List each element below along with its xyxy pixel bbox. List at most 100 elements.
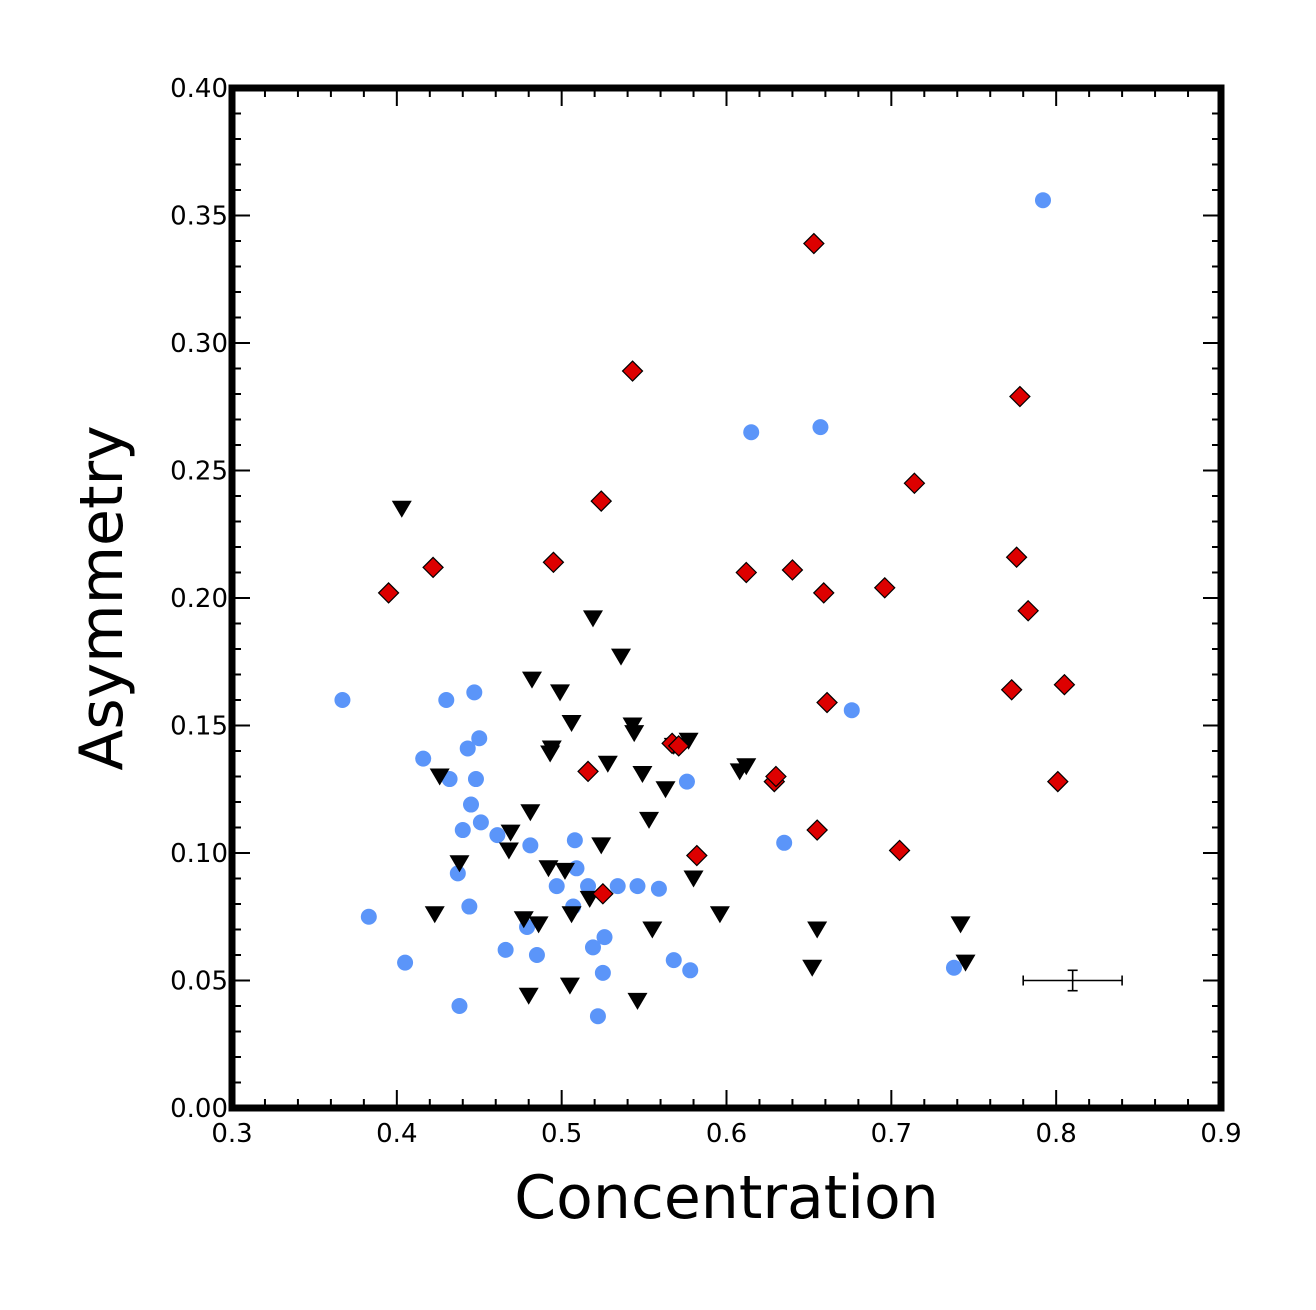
data-point-circle — [451, 998, 468, 1014]
data-point-diamond — [621, 360, 644, 382]
data-point-triangle — [521, 671, 542, 689]
y-tick-label: 0.10 — [170, 839, 228, 869]
data-point-circle — [528, 947, 545, 963]
data-point-triangle — [639, 811, 660, 829]
data-point-circle — [489, 827, 506, 844]
data-point-diamond — [1017, 599, 1039, 622]
data-point-triangle — [528, 916, 549, 934]
x-tick-label: 0.9 — [1200, 1119, 1241, 1149]
data-point-circle — [580, 878, 597, 895]
data-point-circle — [584, 939, 601, 956]
plot-frame — [228, 84, 1225, 1112]
data-point-triangle — [678, 732, 699, 750]
data-point-triangle — [632, 765, 653, 783]
y-tick-label: 0.15 — [170, 712, 228, 742]
data-point-circle — [678, 773, 695, 790]
data-point-circle — [397, 954, 414, 971]
data-point-diamond — [781, 559, 804, 581]
data-point-triangle — [955, 954, 976, 972]
x-tick-label: 0.8 — [1035, 1119, 1076, 1149]
data-point-triangle — [554, 862, 575, 880]
data-point-circle — [471, 730, 488, 747]
data-point-triangle — [597, 755, 618, 773]
error-bar — [1022, 969, 1123, 992]
data-point-diamond — [590, 490, 613, 512]
data-point-diamond — [1046, 770, 1069, 793]
data-point-diamond — [1000, 678, 1023, 701]
data-point-circle — [650, 880, 667, 897]
data-point-triangle — [429, 768, 450, 786]
data-point-circle — [629, 878, 646, 895]
data-point-diamond — [888, 839, 911, 862]
data-point-triangle — [538, 860, 559, 878]
data-point-triangle — [950, 916, 971, 934]
data-point-circle — [522, 837, 539, 854]
data-point-diamond — [806, 819, 829, 841]
tick-labels: 0.3 0.4 0.5 0.6 0.7 0.8 0.9 0.00 0.05 0.10 0.15 0.2… — [170, 74, 1242, 1149]
data-point-circle — [461, 898, 478, 915]
data-point-triangle — [559, 977, 580, 995]
data-point-circle — [360, 908, 377, 925]
data-point-triangle — [582, 610, 603, 628]
data-point-triangle — [736, 758, 757, 776]
data-point-triangle — [520, 804, 541, 822]
data-point-diamond — [1009, 385, 1031, 408]
data-point-circle — [497, 941, 514, 958]
data-point-circle — [466, 684, 483, 701]
y-tick-label: 0.05 — [170, 967, 228, 997]
data-point-triangle — [709, 906, 730, 924]
data-point-circle — [454, 822, 471, 839]
data-point-circle — [566, 832, 583, 849]
data-point-diamond — [735, 561, 758, 584]
axis-ticks — [231, 87, 1222, 1109]
data-point-triangle — [591, 837, 612, 855]
data-point-diamond — [377, 582, 400, 604]
y-tick-label: 0.25 — [170, 457, 228, 487]
data-point-triangle — [391, 500, 412, 518]
data-point-diamond — [816, 691, 838, 714]
data-point-triangle — [624, 725, 645, 743]
data-point-circle — [776, 834, 793, 851]
data-point-circle — [609, 878, 626, 895]
data-point-triangle — [550, 684, 571, 702]
data-point-diamond — [422, 556, 444, 579]
x-tick-label: 0.7 — [871, 1119, 912, 1149]
x-tick-label: 0.4 — [376, 1119, 417, 1149]
data-point-diamond — [1005, 546, 1028, 569]
data-point-triangle — [541, 740, 562, 758]
data-point-triangle — [518, 987, 539, 1005]
data-point-diamond — [903, 472, 926, 495]
data-point-triangle — [642, 921, 663, 939]
data-point-circle — [665, 952, 682, 969]
data-point-circle — [589, 1008, 606, 1025]
y-tick-label: 0.35 — [170, 202, 228, 232]
x-tick-label: 0.3 — [211, 1119, 252, 1149]
x-tick-label: 0.6 — [706, 1119, 747, 1149]
data-point-circle — [415, 750, 432, 767]
data-point-circle — [334, 692, 351, 708]
data-point-triangle — [513, 911, 534, 929]
data-point-triangle — [655, 781, 676, 799]
data-point-triangle — [627, 992, 648, 1010]
data-point-circle — [449, 865, 466, 882]
data-point-circle — [1034, 192, 1051, 209]
data-point-triangle — [424, 906, 445, 924]
data-point-circle — [594, 964, 611, 981]
y-tick-label: 0.00 — [170, 1094, 228, 1124]
data-point-circle — [945, 959, 962, 976]
data-point-circle — [467, 771, 484, 788]
data-point-circle — [548, 878, 565, 895]
data-point-triangle — [611, 648, 632, 666]
data-point-triangle — [449, 855, 470, 873]
data-point-circle — [843, 702, 860, 719]
data-point-diamond — [1053, 673, 1076, 696]
data-point-circle — [472, 814, 489, 831]
data-point-circle — [812, 419, 829, 436]
x-axis-label: Concentration — [514, 1163, 938, 1233]
data-point-diamond — [577, 760, 599, 783]
data-point-triangle — [498, 842, 519, 860]
data-point-circle — [743, 424, 760, 441]
data-point-diamond — [803, 232, 825, 255]
data-point-diamond — [592, 882, 614, 905]
